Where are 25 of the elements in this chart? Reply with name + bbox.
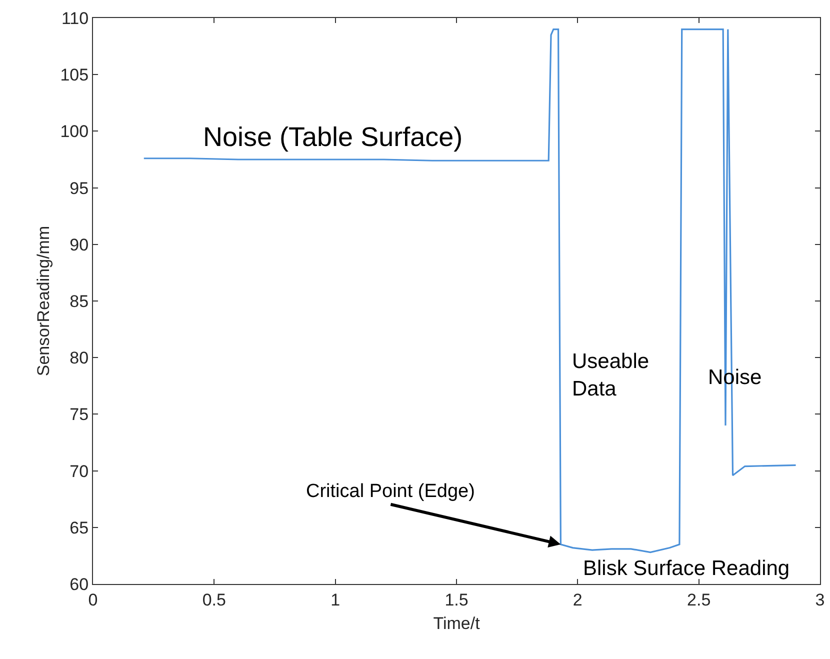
x-tick-label: 1 (330, 590, 340, 610)
x-tick-label: 3 (815, 590, 825, 610)
line-series (143, 28, 797, 554)
y-tick-label: 100 (60, 122, 89, 142)
x-tick-label: 2.5 (687, 590, 711, 610)
x-tick-label: 1.5 (444, 590, 468, 610)
annotation: Critical Point (Edge) (306, 481, 475, 502)
x-axis-title: Time/t (433, 614, 480, 633)
y-tick-label: 60 (70, 574, 89, 594)
y-axis-title: SensorReading/mm (34, 226, 53, 376)
annotation: Useable Data (572, 350, 650, 400)
y-tick-label: 70 (70, 462, 89, 481)
y-tick-label: 85 (70, 292, 89, 311)
annotation: Noise (Table Surface) (203, 122, 463, 152)
y-tick-label: 65 (70, 518, 89, 538)
y-tick-label: 90 (70, 235, 89, 254)
y-tick-label: 80 (70, 348, 89, 368)
annotation: Blisk Surface Reading (583, 557, 790, 580)
x-tick-label: 0.5 (202, 590, 226, 610)
y-tick-label: 75 (70, 405, 89, 424)
y-tick-label: 110 (61, 8, 89, 28)
x-tick-label: 2 (572, 590, 582, 610)
x-tick-label: 0 (88, 590, 98, 610)
y-tick-label: 105 (60, 66, 89, 85)
y-tick-label: 95 (70, 178, 89, 198)
